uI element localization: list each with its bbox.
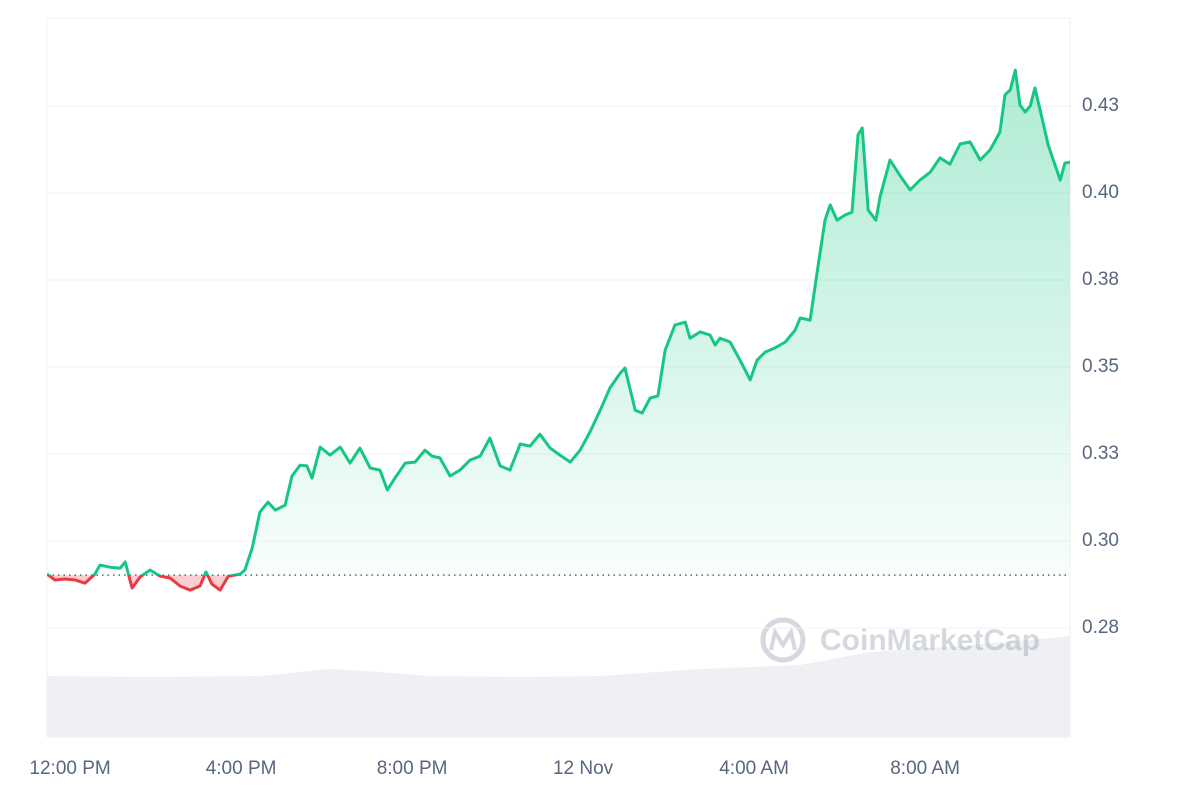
y-tick-label: 0.40 (1082, 182, 1119, 203)
x-tick-label: 8:00 PM (377, 758, 448, 779)
watermark-logo-mark (769, 626, 797, 651)
y-tick-label: 0.28 (1082, 617, 1119, 638)
watermark-text: CoinMarketCap (820, 624, 1040, 657)
y-tick-label: 0.30 (1082, 530, 1119, 551)
area-up (47, 70, 1070, 576)
volume-area (47, 636, 1070, 737)
y-tick-label: 0.38 (1082, 269, 1119, 290)
price-line-up (47, 68, 1070, 576)
x-tick-label: 4:00 AM (719, 758, 789, 779)
x-tick-label: 12 Nov (553, 758, 614, 779)
watermark-logo (760, 617, 806, 663)
y-tick-label: 0.33 (1082, 443, 1119, 464)
watermark: CoinMarketCap (760, 617, 1040, 663)
x-tick-label: 4:00 PM (206, 758, 277, 779)
price-line-down (47, 575, 242, 592)
y-tick-label: 0.43 (1082, 95, 1119, 116)
x-tick-label: 12:00 PM (29, 758, 110, 779)
y-tick-label: 0.35 (1082, 356, 1119, 377)
x-tick-label: 8:00 AM (890, 758, 960, 779)
